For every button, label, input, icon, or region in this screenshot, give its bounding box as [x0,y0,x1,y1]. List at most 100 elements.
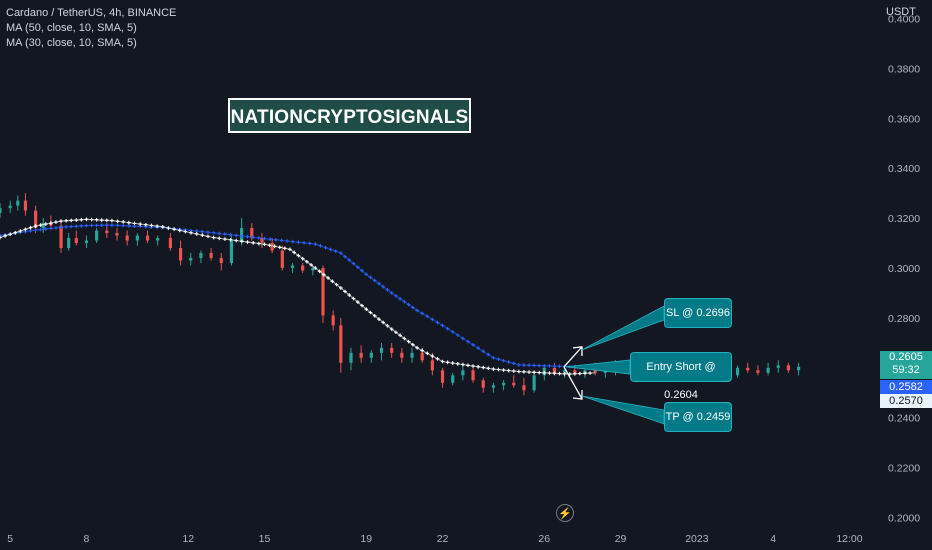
ma-marker [245,240,250,244]
ma-marker [110,218,114,223]
ma-marker [127,224,131,228]
ma-50-line [0,224,596,368]
price-axis[interactable]: 0.4000 0.3800 0.3600 0.3400 0.3200 0.3000 0.28… [888,13,920,524]
ma-marker [537,363,541,368]
time-axis[interactable]: 5 8 12 15 19 22 26 29 2023 4 12:00 [7,533,863,545]
candle-body [481,380,485,388]
ma-marker [251,240,256,245]
ma-white-price-tag[interactable]: 0.2570 [880,394,932,408]
ma-marker [69,224,74,229]
candle-body [552,367,557,373]
ma-marker [228,232,233,237]
ma-marker [334,282,339,287]
ma-marker [279,238,284,243]
candle-body [199,253,203,259]
ma-marker [13,230,18,235]
ma-marker [94,223,99,228]
ma-marker [385,288,390,292]
ma-marker [381,320,385,325]
ma-30-legend[interactable]: MA (30, close, 10, SMA, 5) [6,37,137,49]
ma-marker [177,228,182,233]
ma-marker [84,223,89,228]
y-tick-label: 0.3400 [888,163,920,175]
ma-marker [28,225,33,230]
ma-marker [79,217,84,222]
ma-marker [89,223,94,228]
ma-marker [257,241,261,246]
ma-marker [517,363,521,367]
candle-body [512,382,516,386]
ma-marker [245,234,250,239]
candle-body [311,268,315,271]
candle-body [321,268,325,316]
ma-marker [491,356,496,360]
ma-marker [328,247,333,252]
ma-marker [132,221,137,226]
ma-marker [552,364,557,368]
ma-marker [149,223,154,228]
ma-marker [79,224,84,228]
ma-marker [318,244,323,248]
ma-marker [542,371,547,375]
ma-marker [394,294,398,298]
ma-marker [54,226,58,230]
tp-callout[interactable]: TP @ 0.2459 [664,402,732,432]
ma-marker [522,363,526,367]
ma-marker [49,226,53,231]
ma-marker [355,265,360,269]
ma-marker [420,311,424,316]
ma-marker [562,371,567,376]
candle-body [250,228,254,239]
candle-body [105,230,109,234]
ma-blue-price-tag[interactable]: 0.2582 [880,380,932,394]
ma-marker [0,235,2,240]
candle-body [219,258,223,264]
candle-body [189,258,193,261]
ma-marker [292,250,296,255]
candle-body [359,352,363,358]
ma-marker [372,314,377,318]
symbol-title[interactable]: Cardano / TetherUS, 4h, BINANCE [6,7,177,19]
ma-marker [476,346,480,350]
ma-marker [234,238,239,243]
x-tick-label: 29 [615,533,627,545]
x-tick-label: 2023 [685,533,709,545]
y-tick-label: 0.2200 [888,463,920,475]
entry-callout[interactable]: Entry Short @ 0.2604 [630,352,732,401]
ma-marker [456,362,460,366]
ma-marker [18,229,23,233]
ma-marker [517,369,521,374]
ma-marker [211,231,216,235]
ma-marker [402,299,407,304]
ma-marker [381,284,385,289]
candle-body [59,225,63,249]
candle-body [34,210,38,229]
ma-marker [94,218,99,222]
ma-marker [471,343,475,347]
y-tick-label: 0.2000 [888,513,920,525]
candle-body [178,248,183,261]
candle-body [229,240,234,264]
ma-marker [189,230,193,235]
ma-marker [364,272,369,277]
candle-body [786,365,791,371]
x-tick-label: 4 [770,533,776,545]
ma-marker [588,371,592,375]
ma-marker [23,227,28,232]
ma-marker [300,256,305,261]
sl-callout[interactable]: SL @ 0.2696 [664,298,732,328]
y-tick-label: 0.4000 [888,13,920,25]
candle-body [115,233,119,236]
candle-body [593,370,597,373]
candle-body [379,347,384,353]
candle-body [573,370,577,373]
ma-marker [481,365,486,370]
current-price-tag[interactable]: 0.2605 59:32 [880,351,932,379]
ma-marker [267,243,272,248]
candle-body [95,230,99,241]
lightning-icon[interactable]: ⚡ [556,504,574,522]
ma-50-legend[interactable]: MA (50, close, 10, SMA, 5) [6,22,137,34]
ma-marker [435,357,440,361]
candle-body [420,352,424,361]
